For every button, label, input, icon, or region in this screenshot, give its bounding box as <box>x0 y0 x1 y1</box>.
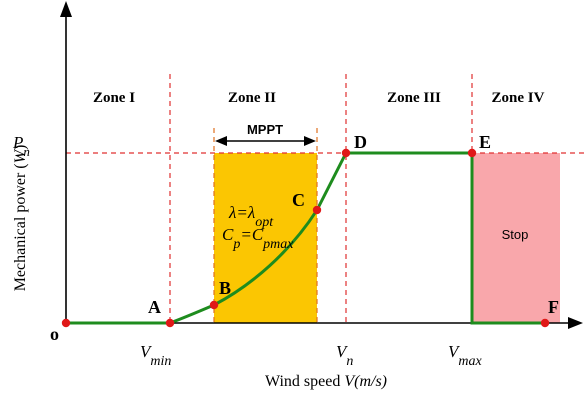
point-f-marker <box>540 318 550 328</box>
origin-label: o <box>50 324 59 344</box>
point-b-label: B <box>219 278 231 298</box>
vn-label: Vn <box>336 342 353 369</box>
vmin-label: Vmin <box>140 342 171 369</box>
point-f-label: F <box>548 297 559 317</box>
point-a-label: A <box>148 297 161 317</box>
point-e-marker <box>467 148 477 158</box>
stop-region <box>472 153 560 323</box>
stop-label: Stop <box>502 227 529 242</box>
zone-1-label: Zone I <box>93 90 135 106</box>
point-e-label: E <box>479 132 491 152</box>
lambda-equation: λ=λopt <box>228 203 274 230</box>
point-c-marker <box>312 205 322 215</box>
y-axis <box>60 1 72 323</box>
point-d-label: D <box>354 132 367 152</box>
mppt-label: MPPT <box>247 122 283 137</box>
y-axis-label: Mechanical power (W) <box>12 145 29 292</box>
x-axis-label: Wind speed V(m/s) <box>265 373 387 390</box>
pn-label: Pn <box>12 133 30 159</box>
zone-4-label: Zone IV <box>492 90 545 106</box>
point-d-marker <box>341 148 351 158</box>
mppt-arrow <box>215 136 316 146</box>
point-c-label: C <box>292 190 305 210</box>
point-a-marker <box>165 318 175 328</box>
point-b-marker <box>209 300 219 310</box>
vmax-label: Vmax <box>448 342 483 369</box>
point-o-marker <box>61 318 71 328</box>
cp-equation: Cp=Cpmax <box>222 225 294 252</box>
zone-2-label: Zone II <box>228 90 276 106</box>
zone-3-label: Zone III <box>387 90 441 106</box>
